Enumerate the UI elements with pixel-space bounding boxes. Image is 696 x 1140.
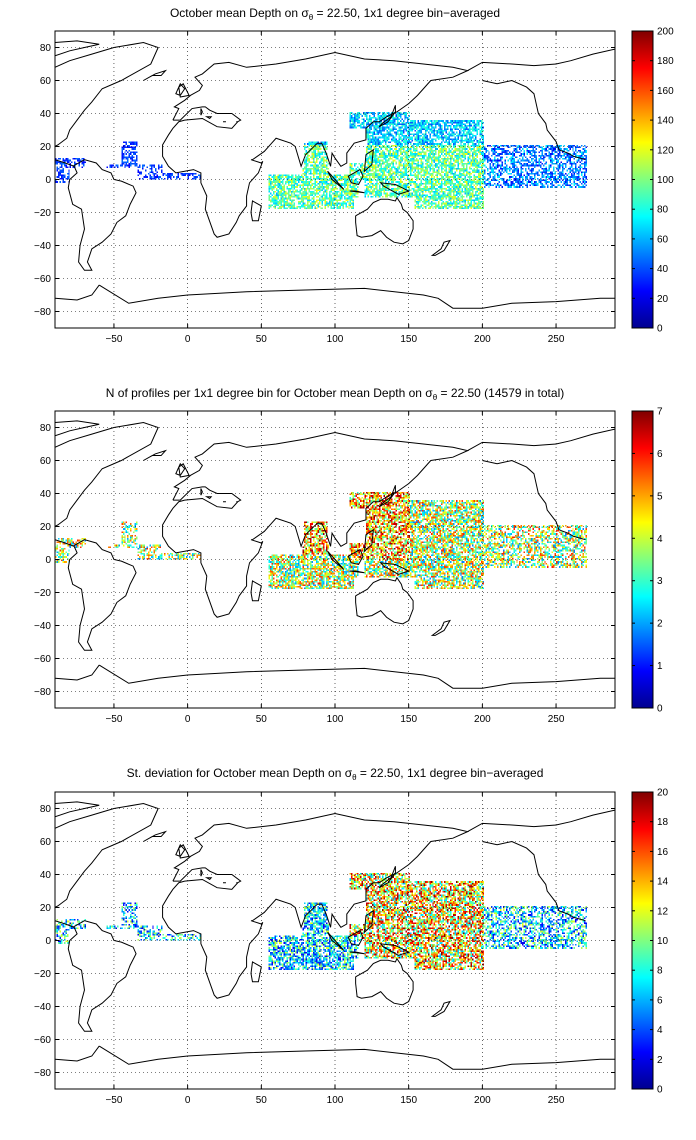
x-tick-label: 0	[185, 334, 191, 345]
y-tick-label: 80	[40, 43, 52, 54]
colorbar-tick-label: 0	[657, 324, 663, 335]
colorbar: 0 2 4 6 8 10 12 14 16 18 20	[631, 788, 669, 1096]
y-tick-label: 20	[40, 522, 52, 533]
y-tick-label: −40	[34, 621, 51, 632]
data-cells	[55, 111, 587, 210]
x-tick-label: 200	[474, 1095, 491, 1106]
colorbar-tick-label: 7	[657, 407, 663, 418]
gridlines	[55, 411, 615, 708]
x-tick-label: 250	[548, 1095, 565, 1106]
gridlines	[55, 31, 615, 328]
y-tick-label: −20	[34, 208, 51, 219]
x-tick-label: 0	[185, 1095, 191, 1106]
y-tick-label: 40	[40, 109, 52, 120]
colorbar-tick-label: 120	[657, 145, 674, 156]
x-tick-label: 150	[400, 1095, 417, 1106]
panel-title: October mean Depth on σθ = 22.50, 1x1 de…	[170, 6, 500, 22]
y-tick-label: 0	[45, 936, 51, 947]
data-cells	[55, 491, 587, 590]
x-tick-label: 200	[474, 714, 491, 725]
y-tick-label: 60	[40, 456, 52, 467]
y-tick-label: −60	[34, 274, 51, 285]
colorbar-tick-label: 3	[657, 576, 663, 587]
colorbar-tick-label: 6	[657, 449, 663, 460]
map-panel-2: N of profiles per 1x1 degree bin for Oct…	[34, 386, 663, 725]
data-cells	[55, 872, 587, 971]
colorbar-tick-label: 5	[657, 491, 663, 502]
x-tick-label: −50	[105, 1095, 122, 1106]
y-tick-label: −60	[34, 1035, 51, 1046]
x-tick-label: −50	[105, 714, 122, 725]
y-tick-label: −80	[34, 307, 51, 318]
colorbar-tick-label: 2	[657, 619, 663, 630]
colorbar-tick-label: 40	[657, 264, 669, 275]
colorbar-tick-label: 4	[657, 534, 663, 545]
colorbar-tick-label: 20	[657, 788, 669, 799]
colorbar-tick-label: 18	[657, 817, 669, 828]
x-tick-label: −50	[105, 334, 122, 345]
x-tick-label: 50	[256, 714, 268, 725]
panel-title: St. deviation for October mean Depth on …	[127, 766, 544, 782]
colorbar-tick-label: 0	[657, 1085, 663, 1096]
y-tick-label: 60	[40, 76, 52, 87]
gridlines	[55, 792, 615, 1089]
y-tick-label: 80	[40, 423, 52, 434]
colorbar-tick-label: 180	[657, 56, 674, 67]
colorbar-tick-label: 6	[657, 995, 663, 1006]
colorbar-tick-label: 20	[657, 294, 669, 305]
colorbar-tick-label: 2	[657, 1055, 663, 1066]
y-tick-label: −20	[34, 588, 51, 599]
y-tick-label: −60	[34, 654, 51, 665]
colorbar-tick-label: 16	[657, 847, 669, 858]
colorbar-tick-label: 10	[657, 936, 669, 947]
y-tick-label: 60	[40, 837, 52, 848]
x-tick-label: 50	[256, 334, 268, 345]
x-tick-label: 100	[327, 334, 344, 345]
y-tick-label: 80	[40, 804, 52, 815]
colorbar-tick-label: 100	[657, 175, 674, 186]
y-tick-label: −20	[34, 969, 51, 980]
colorbar-tick-label: 80	[657, 205, 669, 216]
y-tick-label: 20	[40, 903, 52, 914]
map-panel-1: October mean Depth on σθ = 22.50, 1x1 de…	[34, 6, 674, 345]
x-tick-label: 0	[185, 714, 191, 725]
colorbar-tick-label: 60	[657, 234, 669, 245]
colorbar-tick-label: 0	[657, 704, 663, 715]
y-tick-label: 40	[40, 870, 52, 881]
y-tick-label: −40	[34, 241, 51, 252]
y-tick-label: 40	[40, 489, 52, 500]
colorbar-tick-label: 1	[657, 661, 663, 672]
y-tick-label: 20	[40, 142, 52, 153]
x-tick-label: 150	[400, 714, 417, 725]
y-tick-label: −40	[34, 1002, 51, 1013]
colorbar-tick-label: 160	[657, 86, 674, 97]
x-tick-label: 250	[548, 334, 565, 345]
colorbar-tick-label: 200	[657, 27, 674, 38]
colorbar: 0 1 2 3 4 5 6 7	[631, 407, 663, 715]
y-tick-label: 0	[45, 175, 51, 186]
x-tick-label: 100	[327, 1095, 344, 1106]
x-tick-label: 150	[400, 334, 417, 345]
panel-title: N of profiles per 1x1 degree bin for Oct…	[106, 386, 564, 402]
colorbar-tick-label: 140	[657, 116, 674, 127]
x-tick-label: 200	[474, 334, 491, 345]
colorbar-tick-label: 8	[657, 966, 663, 977]
x-tick-label: 100	[327, 714, 344, 725]
colorbar-tick-label: 4	[657, 1025, 663, 1036]
x-tick-label: 250	[548, 714, 565, 725]
colorbar-tick-label: 12	[657, 906, 669, 917]
map-panel-3: St. deviation for October mean Depth on …	[34, 766, 669, 1106]
y-tick-label: −80	[34, 1068, 51, 1079]
x-tick-label: 50	[256, 1095, 268, 1106]
colorbar: 0 20 40 60 80 100 120 140 160 180 200	[631, 27, 674, 335]
y-tick-label: −80	[34, 687, 51, 698]
y-tick-label: 0	[45, 555, 51, 566]
colorbar-tick-label: 14	[657, 877, 669, 888]
